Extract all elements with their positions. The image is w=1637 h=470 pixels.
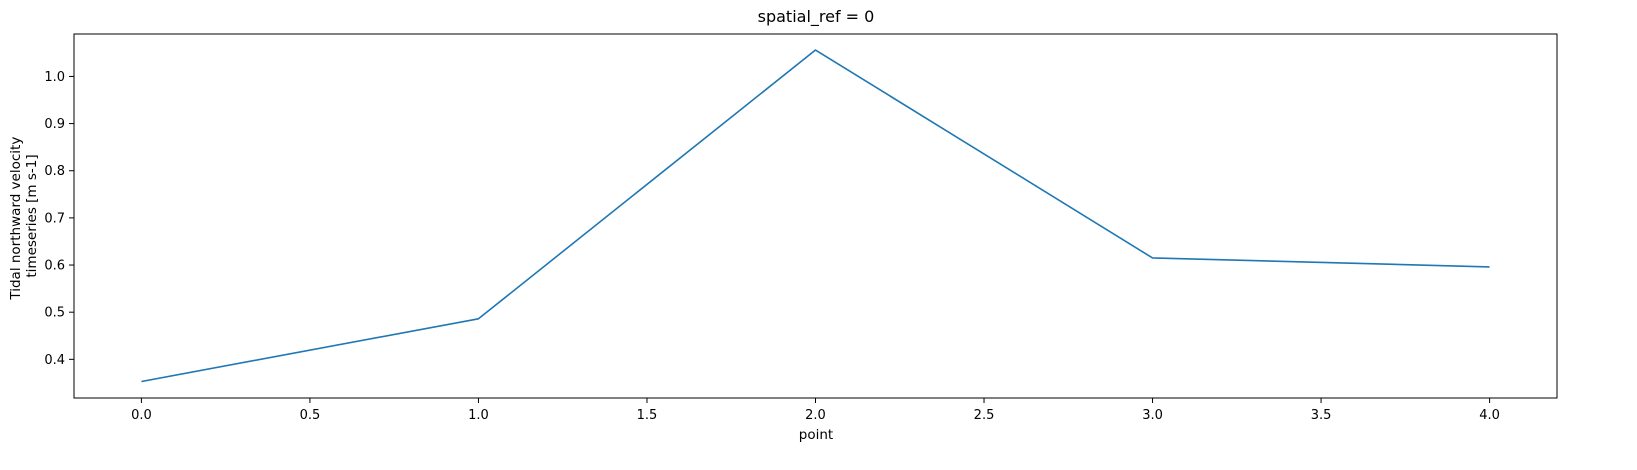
x-tick-label: 0.0 <box>131 408 152 423</box>
x-tick-label: 0.5 <box>300 408 321 423</box>
x-axis-label: point <box>799 427 833 443</box>
x-tick-label: 4.0 <box>1479 408 1500 423</box>
y-tick-label: 0.5 <box>44 306 65 321</box>
y-tick-label: 0.4 <box>44 353 65 368</box>
y-axis-label: Tidal northward velocity timeseries [m s… <box>8 132 40 300</box>
y-axis-label-line-2: timeseries [m s-1] <box>24 154 40 277</box>
y-tick-label: 0.7 <box>44 211 65 226</box>
y-tick-label: 0.6 <box>44 259 65 274</box>
x-axis: 0.0 0.5 1.0 1.5 2.0 2.5 3.0 3.5 4.0 <box>131 398 1500 423</box>
x-tick-label: 1.0 <box>468 408 489 423</box>
y-tick-label: 1.0 <box>44 70 65 85</box>
x-tick-label: 2.0 <box>805 408 826 423</box>
plot-area <box>73 33 1558 399</box>
x-tick-label: 1.5 <box>637 408 658 423</box>
y-tick-label: 0.9 <box>44 117 65 132</box>
x-tick-label: 3.0 <box>1142 408 1163 423</box>
y-axis-label-line-1: Tidal northward velocity <box>8 137 24 301</box>
y-axis: 0.4 0.5 0.6 0.7 0.8 0.9 1.0 <box>44 70 74 368</box>
x-tick-label: 3.5 <box>1311 408 1332 423</box>
chart-title: spatial_ref = 0 <box>758 7 875 27</box>
plot-frame <box>73 33 1558 399</box>
x-tick-label: 2.5 <box>974 408 995 423</box>
series-line <box>141 49 1490 383</box>
y-tick-label: 0.8 <box>44 164 65 179</box>
